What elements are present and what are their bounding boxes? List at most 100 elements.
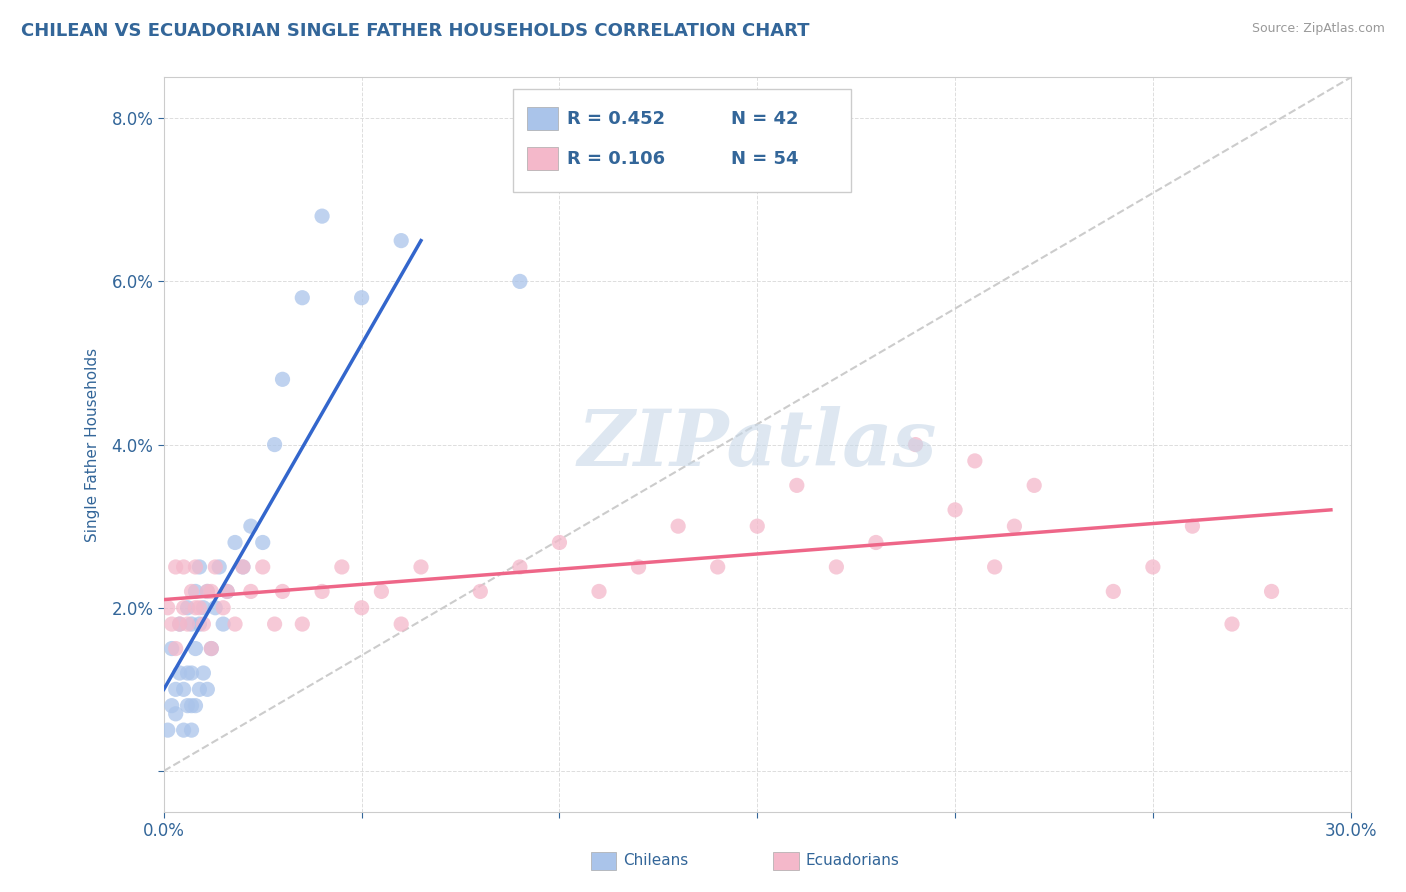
Point xyxy=(1220,617,1243,632)
Text: N = 42: N = 42 xyxy=(731,110,799,128)
Point xyxy=(195,682,218,697)
Point xyxy=(173,560,195,574)
Point xyxy=(1260,584,1282,599)
Point xyxy=(176,617,198,632)
Point xyxy=(173,723,195,738)
Point xyxy=(224,617,246,632)
Text: N = 54: N = 54 xyxy=(731,150,799,168)
Text: R = 0.452: R = 0.452 xyxy=(567,110,665,128)
Point xyxy=(666,519,689,533)
Point xyxy=(212,600,235,615)
Point xyxy=(204,560,226,574)
Point xyxy=(350,291,373,305)
Point xyxy=(169,617,191,632)
Point xyxy=(509,274,531,288)
Point xyxy=(1181,519,1204,533)
Point xyxy=(1024,478,1046,492)
Point xyxy=(291,617,314,632)
Point xyxy=(193,666,215,681)
Point xyxy=(509,560,531,574)
Point xyxy=(180,723,202,738)
Point xyxy=(165,682,187,697)
Point xyxy=(747,519,769,533)
Point xyxy=(188,600,211,615)
Point xyxy=(409,560,432,574)
Point xyxy=(165,641,187,656)
Point xyxy=(943,503,966,517)
Point xyxy=(208,560,231,574)
Point xyxy=(188,682,211,697)
Text: R = 0.106: R = 0.106 xyxy=(567,150,665,168)
Point xyxy=(252,560,274,574)
Point xyxy=(200,641,222,656)
Point xyxy=(184,698,207,713)
Point xyxy=(180,666,202,681)
Point xyxy=(291,291,314,305)
Point xyxy=(176,698,198,713)
Point xyxy=(548,535,571,549)
Text: Ecuadorians: Ecuadorians xyxy=(806,854,900,868)
Point xyxy=(224,535,246,549)
Point xyxy=(311,584,333,599)
Point xyxy=(983,560,1005,574)
Point xyxy=(188,617,211,632)
Point xyxy=(470,584,492,599)
Point xyxy=(160,617,183,632)
Point xyxy=(184,560,207,574)
Point xyxy=(200,641,222,656)
Point xyxy=(865,535,887,549)
Point xyxy=(195,584,218,599)
Point xyxy=(176,666,198,681)
Point xyxy=(904,437,927,451)
Point xyxy=(169,666,191,681)
Point xyxy=(217,584,239,599)
Point xyxy=(350,600,373,615)
Text: ZIPatlas: ZIPatlas xyxy=(578,407,936,483)
Point xyxy=(370,584,392,599)
Point xyxy=(188,560,211,574)
Y-axis label: Single Father Households: Single Father Households xyxy=(86,348,100,541)
Text: Source: ZipAtlas.com: Source: ZipAtlas.com xyxy=(1251,22,1385,36)
Point xyxy=(311,209,333,223)
Text: Chileans: Chileans xyxy=(623,854,688,868)
Point xyxy=(217,584,239,599)
Point xyxy=(156,600,179,615)
Text: CHILEAN VS ECUADORIAN SINGLE FATHER HOUSEHOLDS CORRELATION CHART: CHILEAN VS ECUADORIAN SINGLE FATHER HOUS… xyxy=(21,22,810,40)
Point xyxy=(173,682,195,697)
Point xyxy=(271,372,294,386)
Point xyxy=(169,617,191,632)
Point xyxy=(232,560,254,574)
Point xyxy=(180,617,202,632)
Point xyxy=(330,560,353,574)
Point xyxy=(1002,519,1025,533)
Point xyxy=(200,584,222,599)
Point xyxy=(173,600,195,615)
Point xyxy=(165,560,187,574)
Point xyxy=(180,584,202,599)
Point xyxy=(184,584,207,599)
Point xyxy=(180,698,202,713)
Point xyxy=(160,698,183,713)
Point xyxy=(627,560,650,574)
Point xyxy=(389,617,412,632)
Point xyxy=(184,641,207,656)
Point xyxy=(165,706,187,721)
Point xyxy=(204,600,226,615)
Point xyxy=(786,478,808,492)
Point xyxy=(195,584,218,599)
Point xyxy=(263,617,285,632)
Point xyxy=(239,584,262,599)
Point xyxy=(706,560,728,574)
Point xyxy=(232,560,254,574)
Point xyxy=(1142,560,1164,574)
Point xyxy=(160,641,183,656)
Point xyxy=(239,519,262,533)
Point xyxy=(588,584,610,599)
Point xyxy=(193,617,215,632)
Point xyxy=(193,600,215,615)
Point xyxy=(1102,584,1125,599)
Point xyxy=(263,437,285,451)
Point xyxy=(825,560,848,574)
Point xyxy=(963,454,986,468)
Point xyxy=(212,617,235,632)
